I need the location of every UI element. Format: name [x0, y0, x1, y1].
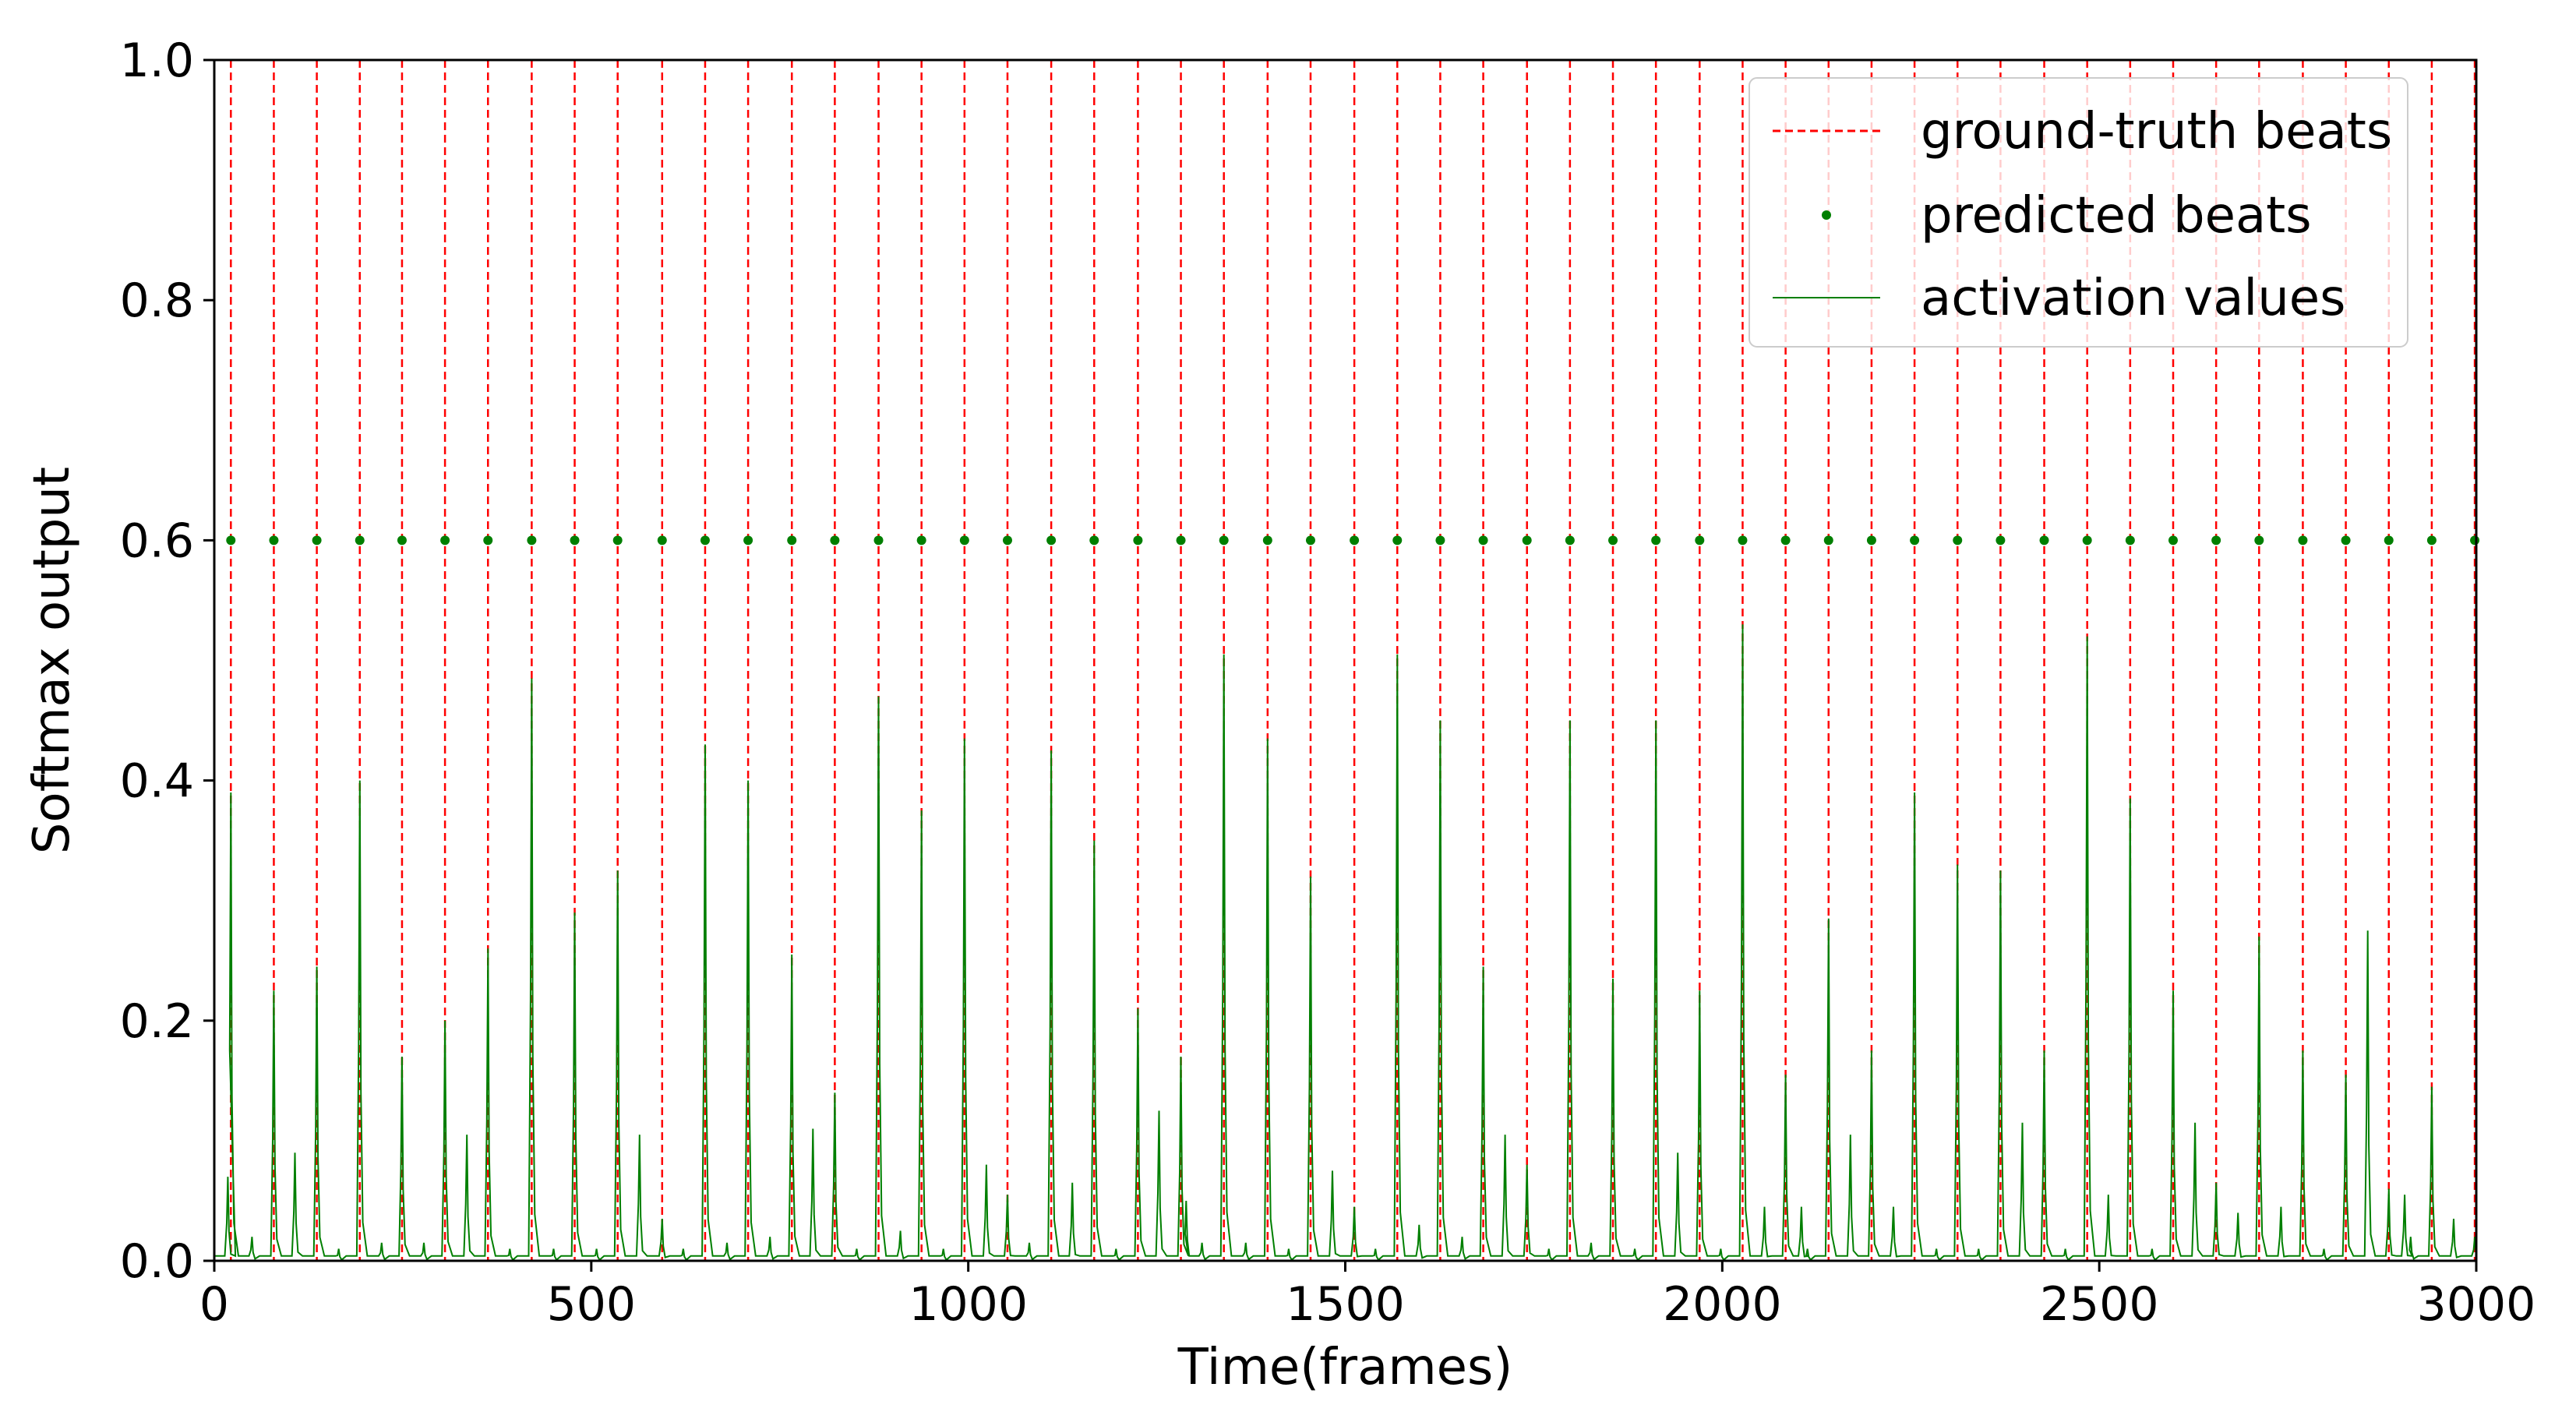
predicted-beat-marker-49 [2341, 535, 2351, 545]
y-axis-label: Softmax output [23, 467, 81, 854]
predicted-beat-marker-10 [657, 535, 667, 545]
y-tick-label-0: 0.0 [120, 1234, 194, 1289]
predicted-beat-marker-36 [1780, 535, 1791, 545]
predicted-beat-marker-29 [1478, 535, 1488, 545]
legend-swatch-predicted [1822, 210, 1831, 220]
x-tick-label-0: 0 [199, 1277, 229, 1332]
predicted-beat-marker-4 [397, 535, 407, 545]
predicted-beat-marker-15 [873, 535, 884, 545]
predicted-beat-marker-22 [1176, 535, 1186, 545]
y-tick-label-4: 0.8 [120, 274, 194, 328]
predicted-beat-marker-26 [1350, 535, 1360, 545]
predicted-beat-marker-41 [1996, 535, 2006, 545]
predicted-beat-marker-47 [2254, 535, 2264, 545]
predicted-beat-marker-24 [1262, 535, 1272, 545]
predicted-beat-marker-9 [612, 535, 623, 545]
predicted-beat-marker-19 [1046, 535, 1057, 545]
predicted-beat-marker-31 [1565, 535, 1575, 545]
y-tick-label-1: 0.2 [120, 994, 194, 1049]
predicted-beat-marker-11 [700, 535, 710, 545]
predicted-beat-marker-27 [1392, 535, 1403, 545]
predicted-beat-marker-33 [1651, 535, 1661, 545]
legend-label-activation: activation values [1921, 270, 2345, 327]
predicted-beat-marker-17 [959, 535, 969, 545]
predicted-beat-marker-38 [1866, 535, 1876, 545]
predicted-beat-marker-14 [830, 535, 840, 545]
x-axis-ticks: 0 500 1000 1500 2000 2500 3000 [199, 1261, 2535, 1332]
y-tick-label-3: 0.6 [120, 514, 194, 568]
predicted-beat-markers [226, 535, 2480, 545]
predicted-beat-marker-46 [2211, 535, 2221, 545]
predicted-beat-marker-30 [1522, 535, 1532, 545]
predicted-beat-marker-18 [1002, 535, 1012, 545]
predicted-beat-marker-16 [916, 535, 926, 545]
x-axis-label: Time(frames) [1177, 1339, 1513, 1396]
predicted-beat-marker-32 [1608, 535, 1618, 545]
predicted-beat-marker-52 [2470, 535, 2480, 545]
predicted-beat-marker-0 [226, 535, 236, 545]
y-tick-label-5: 1.0 [120, 34, 194, 88]
x-tick-label-2: 1000 [909, 1277, 1028, 1332]
predicted-beat-marker-1 [269, 535, 279, 545]
predicted-beat-marker-34 [1695, 535, 1705, 545]
predicted-beat-marker-20 [1089, 535, 1099, 545]
legend-label-predicted: predicted beats [1921, 187, 2312, 245]
x-tick-label-3: 1500 [1286, 1277, 1405, 1332]
plot-area [214, 60, 2480, 1262]
predicted-beat-marker-5 [440, 535, 450, 545]
predicted-beat-marker-25 [1305, 535, 1315, 545]
predicted-beat-marker-3 [355, 535, 365, 545]
predicted-beat-marker-40 [1953, 535, 1963, 545]
predicted-beat-marker-42 [2039, 535, 2049, 545]
predicted-beat-marker-37 [1823, 535, 1833, 545]
predicted-beat-marker-48 [2298, 535, 2308, 545]
y-tick-label-2: 0.4 [120, 754, 194, 809]
legend-label-ground-truth: ground-truth beats [1921, 103, 2392, 161]
predicted-beat-marker-6 [483, 535, 493, 545]
x-tick-label-5: 2500 [2040, 1277, 2159, 1332]
x-tick-label-6: 3000 [2417, 1277, 2536, 1332]
predicted-beat-marker-50 [2384, 535, 2394, 545]
predicted-beat-marker-28 [1435, 535, 1445, 545]
x-tick-label-1: 500 [547, 1277, 637, 1332]
predicted-beat-marker-8 [570, 535, 580, 545]
predicted-beat-marker-44 [2125, 535, 2135, 545]
predicted-beat-marker-23 [1219, 535, 1229, 545]
legend-box [1749, 77, 2408, 348]
activation-series [214, 624, 2477, 1262]
predicted-beat-marker-43 [2082, 535, 2092, 545]
legend: ground-truth beats predicted beats activ… [1749, 77, 2408, 348]
predicted-beat-marker-21 [1133, 535, 1143, 545]
predicted-beat-marker-12 [743, 535, 753, 545]
predicted-beat-marker-51 [2426, 535, 2437, 545]
x-tick-label-4: 2000 [1663, 1277, 1782, 1332]
y-axis-ticks: 0.0 0.2 0.4 0.6 0.8 1.0 [120, 34, 214, 1289]
predicted-beat-marker-13 [787, 535, 797, 545]
predicted-beat-marker-45 [2168, 535, 2178, 545]
activation-line [214, 624, 2477, 1262]
predicted-beat-marker-7 [527, 535, 537, 545]
predicted-beat-marker-2 [312, 535, 322, 545]
predicted-beat-marker-39 [1910, 535, 1920, 545]
predicted-beat-marker-35 [1738, 535, 1748, 545]
